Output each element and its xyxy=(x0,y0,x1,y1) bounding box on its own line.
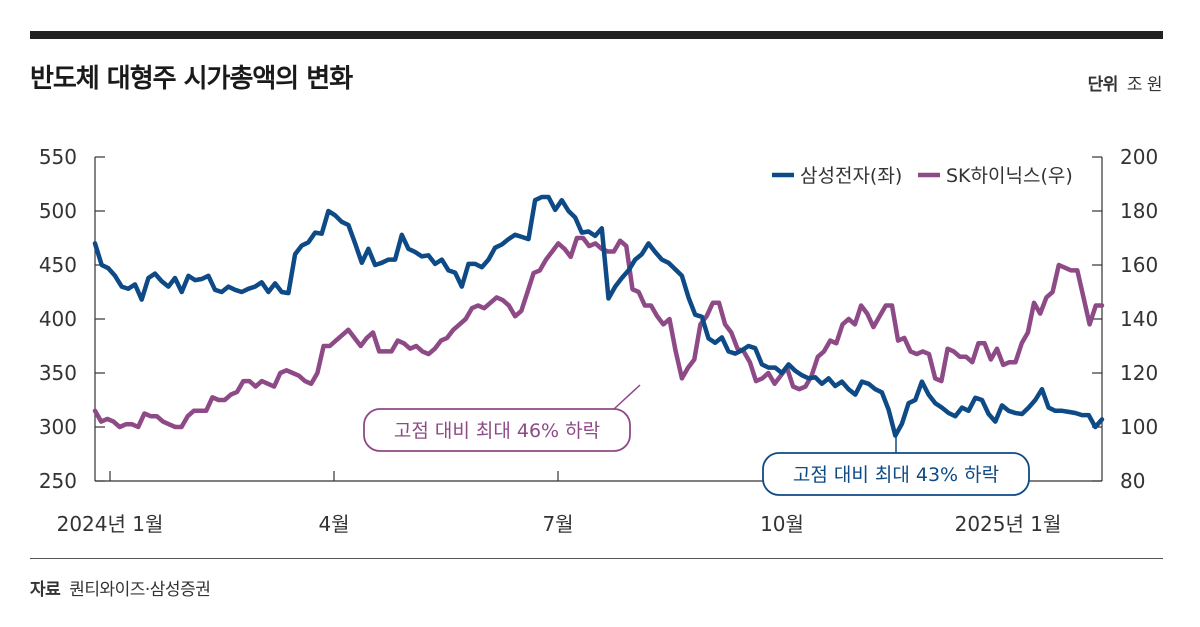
series-line-skhynix xyxy=(92,235,1105,430)
y-left-tick-label: 350 xyxy=(39,361,77,385)
chart-title: 반도체 대형주 시가총액의 변화 xyxy=(30,64,353,94)
y-right-tick-label: 80 xyxy=(1120,469,1145,493)
y-left-tick-label: 500 xyxy=(39,199,77,223)
legend-item-samsung: 삼성전자(좌) xyxy=(800,165,902,187)
y-right-tick-label: 120 xyxy=(1120,361,1158,385)
series-layer xyxy=(92,194,1105,438)
x-tick-label: 2025년 1월 xyxy=(955,512,1062,536)
x-tick-label: 4월 xyxy=(318,512,349,536)
y-left-tick-label: 250 xyxy=(39,469,77,493)
source-note: 자료 퀀티와이즈·삼성증권 xyxy=(30,575,211,600)
source-value: 퀀티와이즈·삼성증권 xyxy=(69,580,211,600)
y-left-tick-label: 550 xyxy=(39,145,77,169)
y-right-tick-label: 200 xyxy=(1120,145,1158,169)
bottom-rule xyxy=(30,558,1163,559)
y-right-tick-label: 140 xyxy=(1120,307,1158,331)
annotation-skhynix-box xyxy=(363,408,631,452)
series-line-samsung xyxy=(92,194,1105,438)
unit-value: 조 원 xyxy=(1126,75,1163,95)
unit-label: 단위 xyxy=(1087,75,1119,95)
y-left-tick-label: 400 xyxy=(39,307,77,331)
annotation-skhynix-leader xyxy=(613,384,641,410)
x-tick-label: 2024년 1월 xyxy=(57,512,164,536)
x-tick-label: 10월 xyxy=(760,512,804,536)
x-tick-label: 7월 xyxy=(542,512,573,536)
y-right-tick-label: 180 xyxy=(1120,199,1158,223)
annotation-skhynix-text: 고점 대비 최대 46% 하락 xyxy=(394,420,600,442)
y-left-tick-label: 300 xyxy=(39,415,77,439)
top-rule xyxy=(30,31,1163,39)
unit-note: 단위 조 원 xyxy=(1087,70,1163,95)
y-right-tick-label: 100 xyxy=(1120,415,1158,439)
source-label: 자료 xyxy=(30,580,61,600)
y-left-tick-label: 450 xyxy=(39,253,77,277)
legend: 삼성전자(좌) SK하이닉스(우) xyxy=(772,165,1073,187)
y-right-tick-label: 160 xyxy=(1120,253,1158,277)
axes: 550 500 450 400 350 300 250 200 180 160 140 120 100 8… xyxy=(39,145,1158,536)
legend-item-skhynix: SK하이닉스(우) xyxy=(946,165,1073,187)
annotation-samsung-text: 고점 대비 최대 43% 하락 xyxy=(793,464,999,486)
annotation-samsung-box xyxy=(762,452,1030,496)
